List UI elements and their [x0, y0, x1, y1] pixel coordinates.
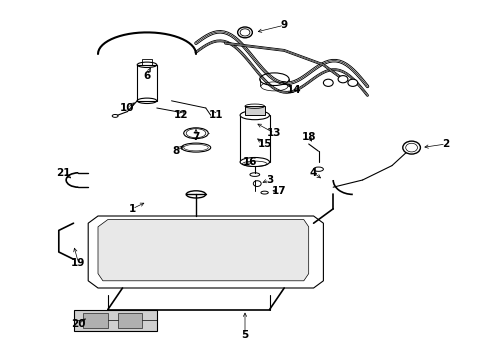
Text: 14: 14 [287, 85, 301, 95]
Polygon shape [88, 216, 323, 288]
Text: 10: 10 [120, 103, 135, 113]
Text: 18: 18 [301, 132, 316, 142]
Text: 12: 12 [174, 110, 189, 120]
Circle shape [338, 76, 348, 83]
Text: 11: 11 [208, 110, 223, 120]
Bar [240, 115, 270, 162]
Text: 16: 16 [243, 157, 257, 167]
Text: 8: 8 [173, 146, 180, 156]
Polygon shape [98, 220, 309, 281]
Text: 6: 6 [144, 71, 150, 81]
Polygon shape [74, 310, 157, 331]
Ellipse shape [184, 128, 208, 139]
Circle shape [403, 141, 420, 154]
Text: 21: 21 [56, 168, 71, 178]
Circle shape [323, 79, 333, 86]
Text: 9: 9 [281, 20, 288, 30]
Ellipse shape [181, 143, 211, 152]
Bar [137, 65, 157, 101]
Text: 3: 3 [266, 175, 273, 185]
Circle shape [348, 79, 358, 86]
Text: 5: 5 [242, 330, 248, 340]
Text: 7: 7 [192, 132, 200, 142]
Text: 2: 2 [442, 139, 449, 149]
Text: 1: 1 [129, 204, 136, 214]
Bar [118, 313, 142, 328]
Text: 19: 19 [71, 258, 86, 268]
Text: 13: 13 [267, 128, 282, 138]
Circle shape [238, 27, 252, 38]
Bar [142, 59, 152, 65]
Bar [245, 106, 265, 115]
Bar [83, 313, 108, 328]
Ellipse shape [240, 158, 270, 166]
Text: 17: 17 [272, 186, 287, 196]
Text: 4: 4 [310, 168, 318, 178]
Text: 20: 20 [71, 319, 86, 329]
Ellipse shape [240, 111, 270, 120]
Text: 15: 15 [257, 139, 272, 149]
